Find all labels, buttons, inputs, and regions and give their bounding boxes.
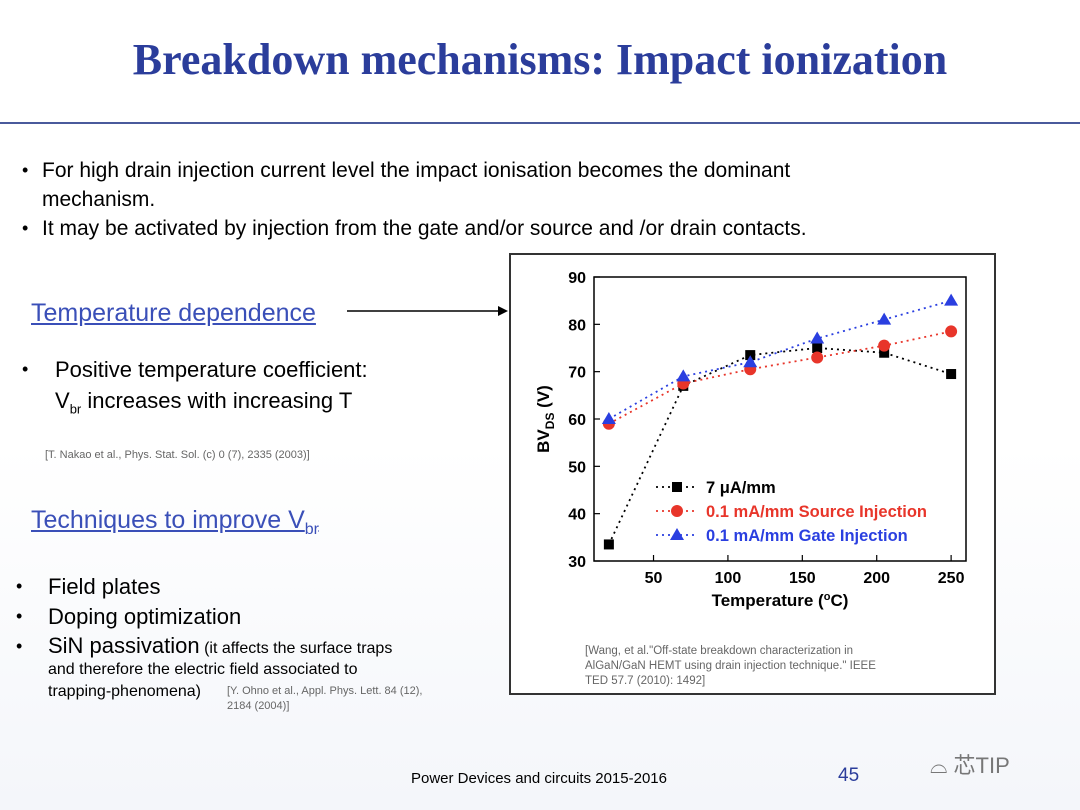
- data-point-square: [879, 347, 890, 358]
- y-tick-label: 70: [568, 365, 586, 382]
- logo-text: 芯TIP: [953, 753, 1010, 778]
- data-point-square: [603, 539, 614, 550]
- temp-coefficient-text: Positive temperature coefficient:: [55, 357, 368, 382]
- y-axis-label: BVDS (V): [534, 385, 557, 453]
- vbr-increase-text: Vbr increases with increasing T: [55, 388, 353, 417]
- bullet-dot: •: [16, 576, 23, 596]
- legend-label: 0.1 mA/mm Source Injection: [706, 503, 927, 521]
- bullet-text-1: For high drain injection current level t…: [42, 159, 791, 182]
- chart-frame: 50 100 150 200 250 30 40 50 60 70 80 90 7 μA/mm 0.1 …: [509, 253, 996, 695]
- wang-reference-3: TED 57.7 (2010): 1492]: [585, 675, 706, 687]
- series-line-2: [608, 299, 952, 420]
- bullet-dot: •: [22, 359, 29, 379]
- wechat-icon: ⌓: [930, 753, 948, 778]
- ohno-reference-1: [Y. Ohno et al., Appl. Phys. Lett. 84 (1…: [227, 685, 423, 697]
- footer-text: Power Devices and circuits 2015-2016: [411, 770, 667, 787]
- data-point-circle: [811, 351, 824, 364]
- data-point-square: [745, 350, 756, 361]
- page-number: 45: [838, 765, 860, 786]
- breakdown-chart: 50 100 150 200 250 30 40 50 60 70 80 90 7 μA/mm 0.1 …: [534, 270, 967, 610]
- arrow-to-chart: [347, 306, 508, 316]
- bullet-dot: •: [22, 218, 29, 238]
- y-tick-label: 40: [568, 507, 586, 524]
- techniques-heading[interactable]: Techniques to improve Vbr: [31, 506, 319, 538]
- data-point-square: [672, 482, 682, 492]
- data-point-circle: [878, 339, 891, 352]
- x-tick-label: 50: [645, 570, 663, 587]
- wang-reference-1: [Wang, et al."Off-state breakdown charac…: [585, 645, 854, 657]
- x-tick-label: 100: [715, 570, 742, 587]
- technique-doping: Doping optimization: [48, 604, 242, 629]
- x-tick-label: 200: [863, 570, 890, 587]
- series-line-1: [608, 330, 952, 425]
- title-divider: [0, 122, 1080, 124]
- series-line-0: [608, 347, 952, 545]
- data-point-square: [812, 343, 823, 353]
- bullet-text-1-cont: mechanism.: [42, 188, 156, 211]
- data-point-triangle: [810, 331, 825, 344]
- data-point-triangle: [601, 412, 616, 424]
- data-point-circle: [671, 505, 683, 517]
- x-axis-label: Temperature (oC): [712, 591, 849, 610]
- slide-title: Breakdown mechanisms: Impact ionization: [132, 35, 948, 84]
- wang-reference-2: AlGaN/GaN HEMT using drain injection tec…: [585, 660, 876, 672]
- y-tick-label: 30: [568, 554, 586, 571]
- technique-field-plates: Field plates: [48, 574, 161, 599]
- data-point-triangle: [676, 369, 691, 382]
- x-tick-label: 150: [789, 570, 816, 587]
- data-point-triangle: [743, 355, 758, 368]
- temperature-dependence-heading[interactable]: Temperature dependence: [31, 299, 316, 327]
- legend-label: 0.1 mA/mm Gate Injection: [706, 527, 908, 545]
- data-point-triangle: [670, 528, 684, 540]
- y-tick-label: 80: [568, 317, 586, 334]
- nakao-reference: [T. Nakao et al., Phys. Stat. Sol. (c) 0…: [45, 449, 310, 461]
- bullet-dot: •: [22, 160, 29, 180]
- sin-note-line-2: and therefore the electric field associa…: [48, 661, 358, 678]
- sin-note-line-3: trapping-phenomena): [48, 683, 201, 700]
- data-point-triangle: [877, 312, 892, 325]
- y-tick-label: 60: [568, 412, 586, 429]
- bullet-dot: •: [16, 636, 23, 656]
- technique-sin: SiN passivation (it affects the surface …: [48, 633, 393, 658]
- data-point-square: [946, 369, 957, 380]
- data-point-triangle: [944, 293, 959, 306]
- y-tick-label: 50: [568, 459, 586, 476]
- wechat-logo: ⌓ 芯TIP: [930, 748, 1010, 780]
- y-tick-label: 90: [568, 270, 586, 287]
- legend-label: 7 μA/mm: [706, 479, 776, 497]
- bullet-dot: •: [16, 606, 23, 626]
- ohno-reference-2: 2184 (2004)]: [227, 700, 290, 712]
- data-point-circle: [945, 325, 958, 338]
- bullet-text-2: It may be activated by injection from th…: [42, 217, 807, 240]
- x-tick-label: 250: [938, 570, 965, 587]
